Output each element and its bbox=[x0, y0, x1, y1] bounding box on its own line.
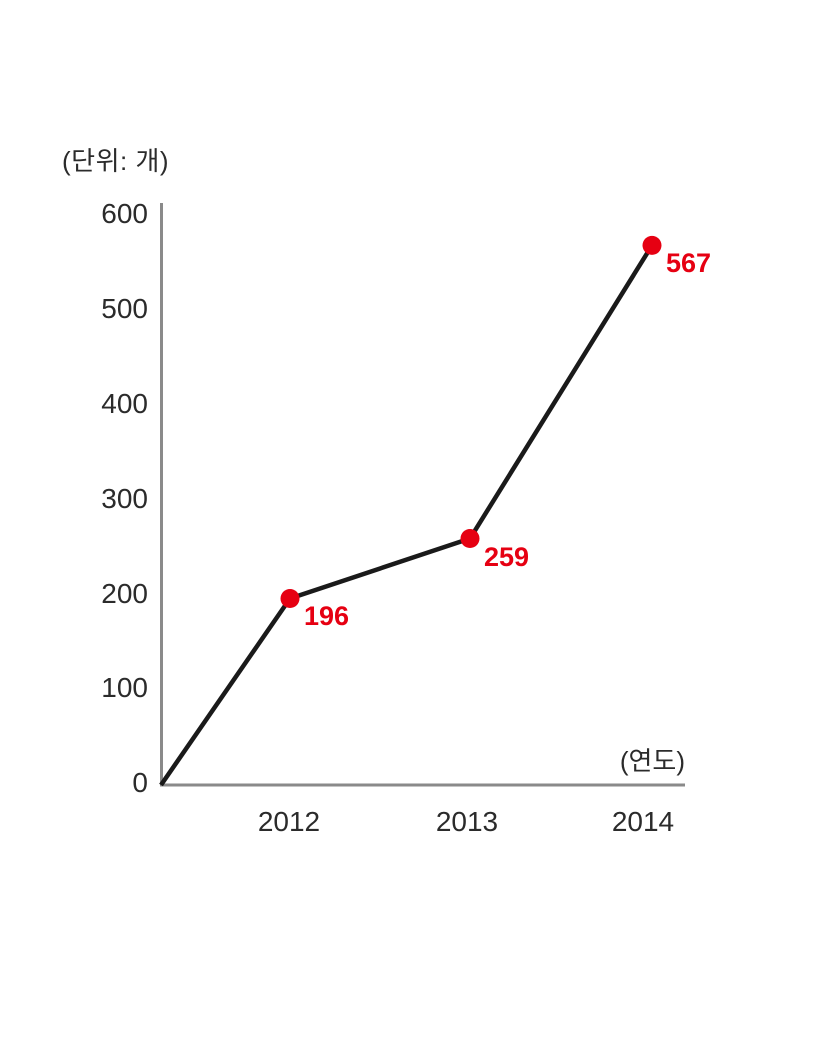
y-tick-label: 600 bbox=[101, 198, 148, 229]
y-tick-label: 100 bbox=[101, 672, 148, 703]
data-point bbox=[642, 235, 662, 255]
y-tick-label: 500 bbox=[101, 293, 148, 324]
point-value-label: 259 bbox=[484, 541, 530, 572]
data-point bbox=[460, 529, 480, 549]
y-tick-label: 300 bbox=[101, 483, 148, 514]
unit-label: (단위: 개) bbox=[62, 146, 170, 176]
y-tick-label: 400 bbox=[101, 388, 148, 419]
point-value-label: 196 bbox=[304, 601, 350, 632]
x-tick-label: 2014 bbox=[611, 806, 675, 837]
data-line bbox=[159, 244, 654, 787]
y-tick-label: 200 bbox=[101, 578, 148, 609]
data-point bbox=[280, 588, 300, 608]
point-value-label: 567 bbox=[666, 248, 712, 279]
x-axis-unit-label: (연도) bbox=[619, 746, 685, 776]
y-tick-label: 0 bbox=[132, 767, 148, 798]
x-tick-label: 2013 bbox=[435, 806, 499, 837]
x-tick-label: 2012 bbox=[257, 806, 321, 837]
